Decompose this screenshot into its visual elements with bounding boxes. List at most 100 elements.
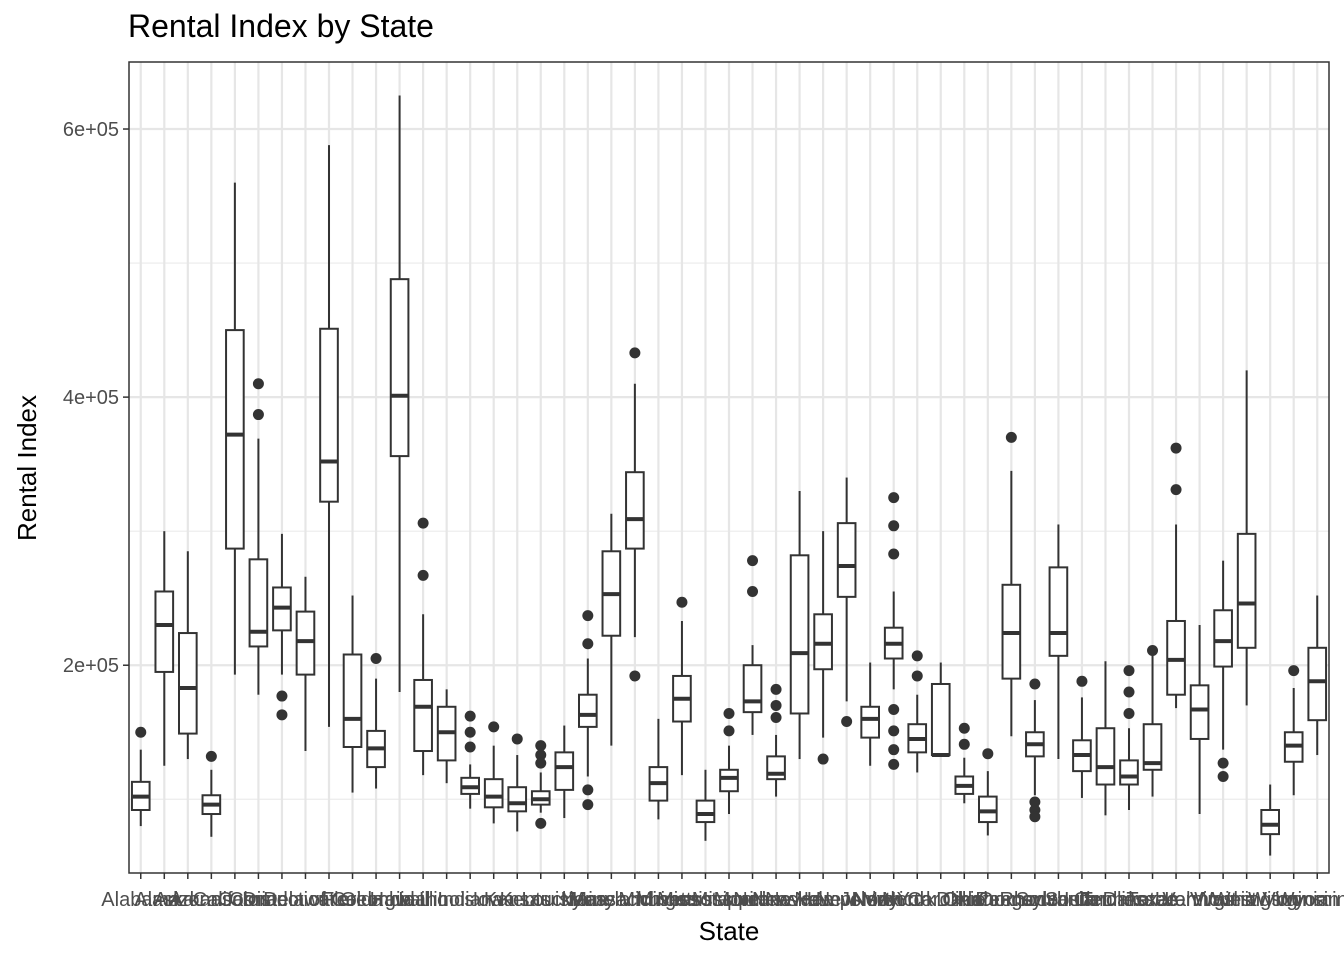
box-outlier (535, 817, 547, 829)
x-tick-label: New Hampshire (752, 889, 894, 911)
box (248, 378, 269, 695)
box-outlier (958, 738, 970, 750)
box (413, 517, 433, 776)
box-outlier (1123, 665, 1135, 677)
box-body (295, 610, 316, 676)
x-axis: AlabamaAlaskaArizonaArkansasCaliforniaCo… (101, 873, 1344, 911)
box-outlier (1029, 796, 1041, 808)
box (295, 576, 316, 752)
box-body (319, 327, 339, 503)
box (389, 95, 410, 693)
x-tick-label: Indiana (437, 889, 503, 911)
box-outlier (1076, 675, 1088, 687)
x-tick-label: West Virginia (1212, 889, 1330, 911)
box (883, 492, 904, 770)
box (1166, 442, 1186, 709)
x-tick-label: Montana (714, 889, 793, 911)
box-outlier (1123, 686, 1135, 698)
box (978, 748, 998, 836)
x-tick-label: California (193, 889, 278, 911)
box-outlier (888, 703, 900, 715)
box-body (930, 682, 951, 757)
x-tick-label: Illinois (419, 889, 475, 911)
y-tick-label: 6e+05 (63, 119, 119, 141)
box (225, 182, 245, 675)
box-outlier (723, 707, 735, 719)
x-axis-title: State (699, 916, 760, 946)
box-body (625, 471, 645, 550)
box-outlier (982, 748, 994, 760)
x-tick-label: Pennsylvania (975, 889, 1095, 911)
x-tick-label: Virginia (1190, 889, 1257, 911)
box-outlier (1217, 757, 1229, 769)
x-tick-label: Ohio (943, 889, 985, 911)
x-tick-label: Kansas (484, 889, 551, 911)
x-tick-label: Maine (561, 889, 615, 911)
box-body (248, 558, 269, 648)
x-tick-label: Florida (322, 889, 384, 911)
box-outlier (817, 753, 829, 765)
box-body (178, 632, 198, 735)
box-outlier (888, 520, 900, 532)
box (860, 662, 881, 766)
x-tick-label: Vermont (1162, 889, 1237, 911)
x-tick-label: Idaho (398, 889, 448, 911)
box (578, 610, 598, 811)
box-series (130, 95, 1328, 856)
box-outlier (535, 757, 547, 769)
box-outlier (535, 749, 547, 761)
box (954, 722, 975, 804)
box-body (1213, 609, 1233, 668)
box (366, 653, 386, 789)
x-tick-label: Arkansas (170, 889, 253, 911)
box-body (813, 613, 833, 671)
box-outlier (488, 721, 500, 733)
x-tick-label: Hawaii (370, 889, 430, 911)
x-tick-label: New York (851, 889, 936, 911)
box-body (554, 751, 575, 791)
box-outlier (582, 610, 594, 622)
box-body (789, 554, 810, 715)
box-outlier (911, 650, 923, 662)
box-outlier (723, 725, 735, 737)
box-outlier (1170, 442, 1182, 454)
x-tick-label: North Dakota (882, 889, 1001, 911)
x-tick-label: Alabama (101, 889, 181, 911)
box-body (389, 278, 410, 458)
box-outlier (370, 653, 382, 665)
box-body (1095, 727, 1116, 786)
box-body (742, 664, 763, 714)
box-outlier (135, 726, 147, 738)
box-outlier (1029, 811, 1041, 823)
box (789, 490, 810, 760)
x-tick-label: Louisiana (521, 889, 608, 911)
box-body (225, 329, 245, 550)
x-tick-label: New Jersey (794, 889, 898, 911)
y-axis: 2e+05 4e+05 6e+05 (63, 119, 129, 677)
x-tick-label: Nebraska (733, 889, 819, 911)
box (1213, 560, 1233, 782)
x-tick-label: District of Columbia (242, 889, 416, 911)
box-outlier (841, 716, 853, 728)
box (436, 689, 457, 784)
box-outlier (464, 710, 476, 722)
box-outlier (888, 725, 900, 737)
box (154, 531, 175, 766)
x-tick-label: Utah (1155, 889, 1197, 911)
box-body (507, 786, 528, 813)
box-outlier (582, 638, 594, 650)
box-body (1166, 619, 1186, 696)
box-outlier (911, 670, 923, 682)
box-outlier (511, 733, 523, 745)
x-tick-label: New Mexico (816, 889, 925, 911)
box-outlier (1288, 665, 1300, 677)
box-outlier (205, 750, 217, 762)
box-body (1189, 684, 1210, 740)
x-tick-label: Oklahoma (942, 889, 1034, 911)
y-tick-label: 4e+05 (63, 387, 119, 409)
box-outlier (276, 690, 288, 702)
box (530, 740, 551, 829)
box (719, 707, 739, 815)
box (1236, 370, 1257, 706)
